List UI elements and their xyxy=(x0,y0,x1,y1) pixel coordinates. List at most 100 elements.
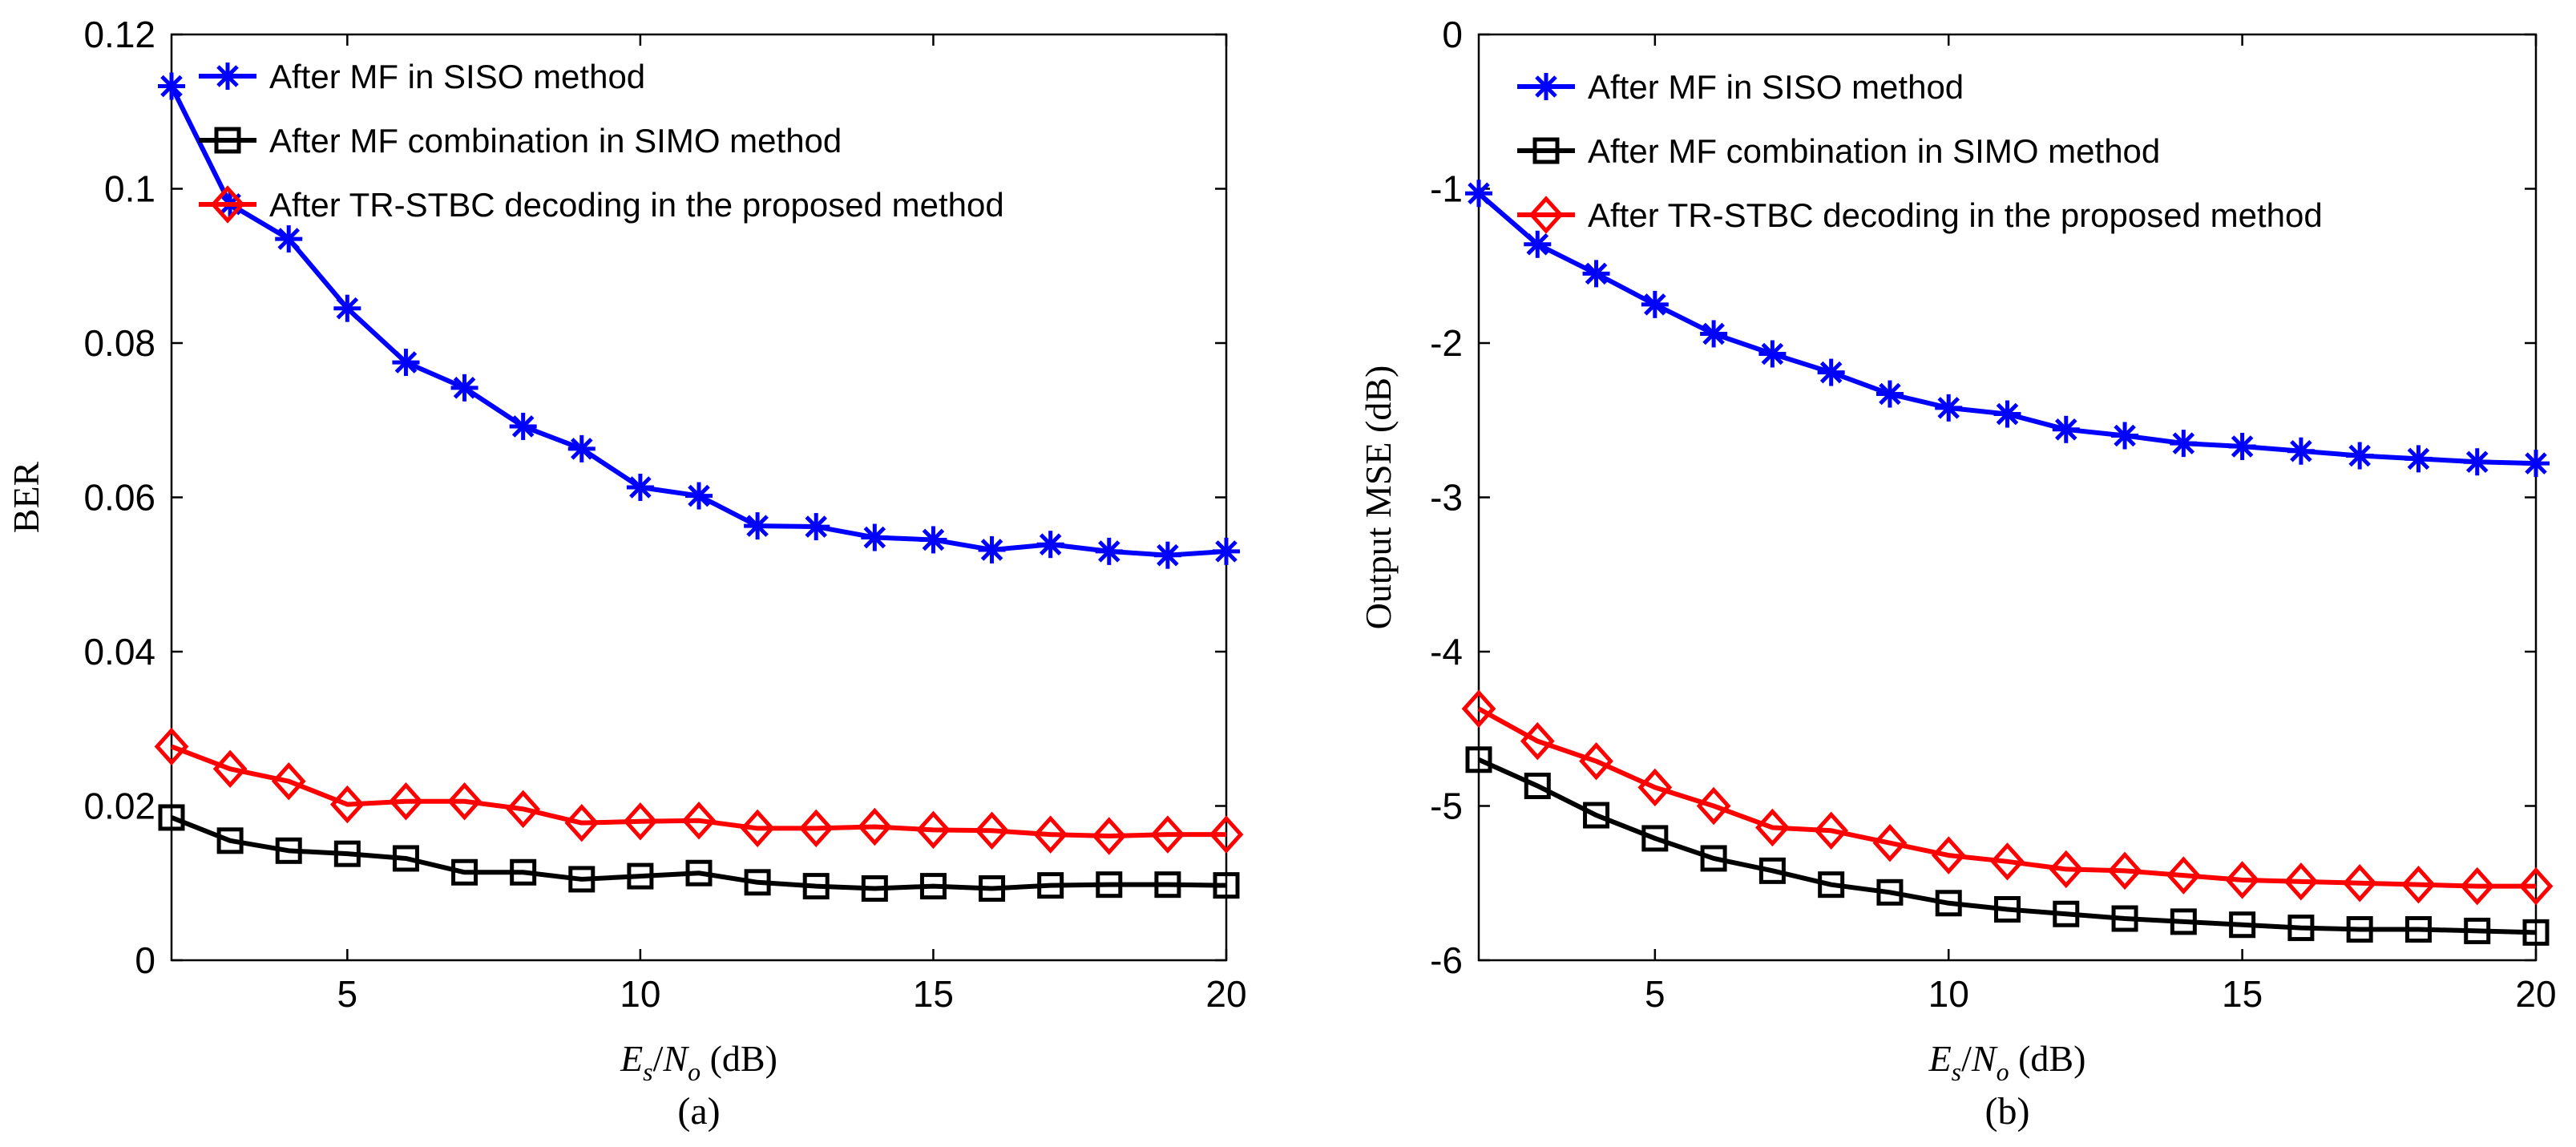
series-line xyxy=(170,744,1226,839)
data-point xyxy=(450,374,478,402)
data-point xyxy=(158,804,185,831)
data-point xyxy=(919,526,947,554)
legend: After MF in SISO method After MF combinat… xyxy=(199,58,1004,224)
data-point xyxy=(2053,900,2080,927)
data-point xyxy=(1817,358,1845,386)
data-point xyxy=(1758,857,1786,884)
plot-area-frame xyxy=(1477,33,2538,962)
data-point xyxy=(2107,851,2142,891)
data-point xyxy=(568,866,596,893)
data-point xyxy=(627,862,654,890)
data-point xyxy=(510,858,537,886)
data-point xyxy=(1876,878,1904,906)
data-point xyxy=(2460,866,2495,906)
series-line xyxy=(1477,757,2537,935)
data-point xyxy=(802,513,830,541)
data-point xyxy=(978,535,1006,563)
x-tick-label: 10 xyxy=(620,973,660,1015)
x-tick-label: 5 xyxy=(337,973,358,1015)
data-point xyxy=(509,412,537,440)
data-point xyxy=(626,473,654,501)
data-point xyxy=(2346,442,2374,470)
data-point xyxy=(392,845,419,872)
data-point xyxy=(1641,825,1669,852)
data-point xyxy=(2052,415,2080,443)
data-point xyxy=(1520,721,1555,761)
data-point xyxy=(1209,815,1244,854)
x-axis-label: Es/No (dB) xyxy=(620,1038,777,1086)
data-point xyxy=(1637,768,1673,807)
data-point xyxy=(2111,422,2139,450)
data-point xyxy=(2228,432,2256,460)
data-point xyxy=(1465,746,1492,773)
y-tick-label: 0.06 xyxy=(83,477,155,519)
x-tick-label: 20 xyxy=(1205,973,1246,1015)
legend-item: After MF combination in SIMO method xyxy=(1517,132,2160,170)
data-point xyxy=(740,809,775,848)
data-point xyxy=(392,349,420,377)
data-point xyxy=(1872,823,1908,862)
legend-label: After MF combination in SIMO method xyxy=(1588,132,2160,170)
data-point xyxy=(744,869,771,896)
data-point xyxy=(1641,290,1669,318)
y-tick-label: 0.12 xyxy=(83,14,155,55)
data-point xyxy=(1990,842,2025,881)
chart-panel-b: 5 10 15 20 -6 -5 -4 -3 -2 -1 0 Output MSE (dB) Es/No… xyxy=(1358,14,2557,1133)
data-point xyxy=(271,761,306,801)
x-tick-label: 15 xyxy=(2222,973,2263,1015)
y-tick-label: -5 xyxy=(1430,786,1463,827)
y-tick-label: 0.02 xyxy=(83,786,155,827)
data-point xyxy=(1814,811,1849,850)
legend-item: After MF in SISO method xyxy=(199,58,645,95)
legend-label: After MF in SISO method xyxy=(1588,68,1964,106)
data-point xyxy=(685,482,713,510)
legend-label: After MF combination in SIMO method xyxy=(269,122,842,160)
data-point xyxy=(1213,872,1240,899)
y-axis-label: BER xyxy=(6,461,46,533)
data-point xyxy=(2463,448,2491,476)
y-tick-label: 0.08 xyxy=(83,322,155,364)
data-point xyxy=(1524,772,1551,799)
x-tick-label: 10 xyxy=(1928,973,1969,1015)
chart-panel-a: 5 10 15 20 0 0.02 0.04 0.06 0.08 0.1 0.12 BER Es/No … xyxy=(6,14,1247,1133)
data-point xyxy=(1150,815,1185,854)
data-point xyxy=(2229,911,2256,939)
legend-marker xyxy=(214,63,241,90)
y-tick-label: -1 xyxy=(1430,168,1463,210)
data-point xyxy=(1758,340,1787,368)
x-tick-label: 20 xyxy=(2515,973,2556,1015)
series-after-tr-stbc-decoding-in-the-proposed-method xyxy=(154,727,1244,855)
data-point xyxy=(2342,864,2377,903)
data-point xyxy=(798,809,834,848)
data-point xyxy=(916,810,951,850)
series-line xyxy=(170,815,1227,891)
legend-item: After TR-STBC decoding in the proposed m… xyxy=(1517,196,2323,234)
legend-label: After MF in SISO method xyxy=(269,58,645,95)
data-point xyxy=(1154,871,1181,899)
data-point xyxy=(2464,917,2491,944)
data-point xyxy=(158,72,185,100)
data-point xyxy=(1461,689,1496,728)
legend: After MF in SISO method After MF combinat… xyxy=(1517,68,2323,234)
series-after-mf-in-siso-method xyxy=(158,72,1240,569)
data-point xyxy=(2225,861,2259,899)
data-point xyxy=(2283,862,2319,901)
series-after-tr-stbc-decoding-in-the-proposed-method xyxy=(1461,689,2554,906)
legend-label: After TR-STBC decoding in the proposed m… xyxy=(1588,196,2323,234)
y-tick-label: -2 xyxy=(1430,322,1463,364)
data-point xyxy=(275,225,303,253)
data-point xyxy=(1465,180,1492,208)
data-point xyxy=(861,523,889,551)
data-point xyxy=(1700,320,1728,348)
data-point xyxy=(1993,400,2021,428)
data-point xyxy=(1994,895,2021,923)
data-point xyxy=(2404,916,2432,943)
legend-marker xyxy=(1532,137,1560,164)
data-point xyxy=(2287,437,2315,465)
data-point xyxy=(1153,541,1181,569)
y-tick-label: -4 xyxy=(1430,631,1463,672)
data-point xyxy=(1033,815,1068,854)
data-point xyxy=(154,727,189,766)
data-point xyxy=(333,294,361,322)
